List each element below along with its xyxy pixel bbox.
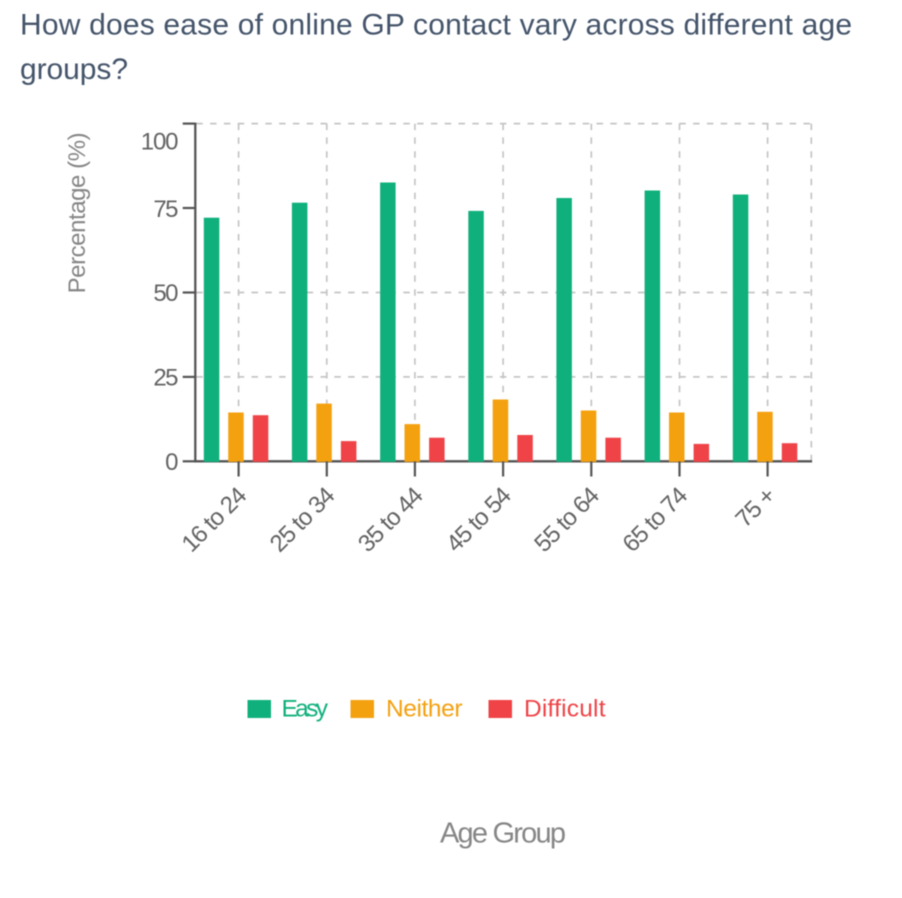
svg-text:Neither: Neither	[386, 695, 463, 722]
svg-text:Percentage (%): Percentage (%)	[64, 132, 91, 293]
svg-text:50: 50	[153, 280, 178, 307]
svg-text:45 to 54: 45 to 54	[441, 482, 517, 558]
svg-text:groups?: groups?	[20, 53, 128, 86]
svg-text:55 to 64: 55 to 64	[529, 482, 605, 558]
svg-text:How does ease of online GP con: How does ease of online GP contact vary …	[20, 8, 852, 41]
svg-text:75 +: 75 +	[730, 482, 781, 533]
svg-text:Easy: Easy	[282, 695, 329, 722]
svg-text:0: 0	[165, 449, 178, 476]
svg-text:100: 100	[141, 129, 179, 156]
svg-text:35 to 44: 35 to 44	[353, 482, 429, 558]
svg-text:25 to 34: 25 to 34	[265, 482, 341, 558]
svg-text:Age Group: Age Group	[440, 818, 566, 850]
svg-text:65 to 74: 65 to 74	[618, 482, 694, 558]
svg-text:Difficult: Difficult	[524, 695, 606, 722]
svg-text:75: 75	[153, 196, 178, 223]
svg-text:25: 25	[153, 365, 178, 392]
svg-text:16 to 24: 16 to 24	[177, 482, 253, 558]
